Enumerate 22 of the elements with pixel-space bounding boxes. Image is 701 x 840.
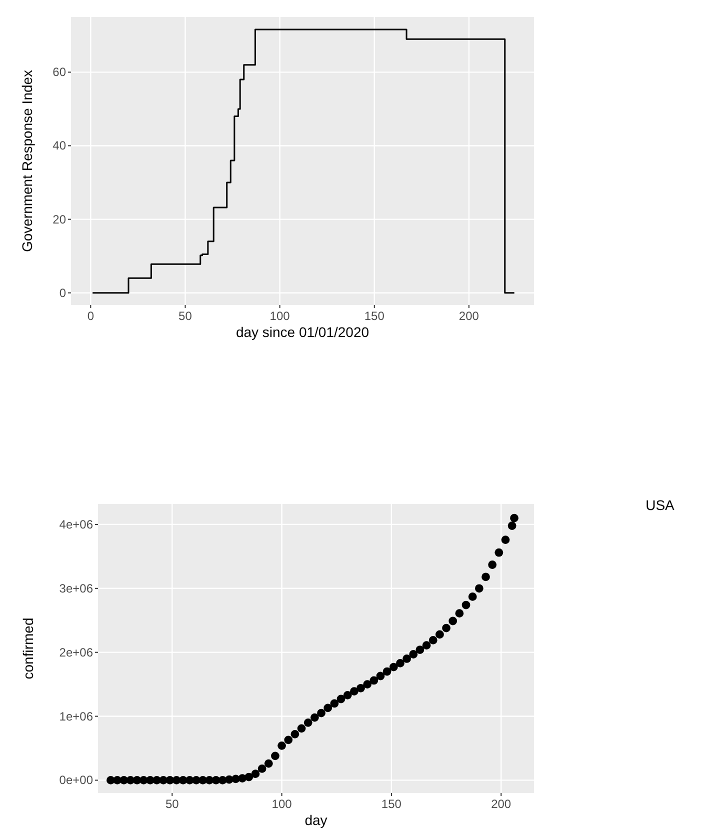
y-axis-title: confirmed	[20, 618, 36, 680]
y-tick-label: 0e+00	[59, 773, 94, 788]
y-tick-label: 40	[52, 138, 66, 153]
x-axis-title: day since 01/01/2020	[236, 324, 370, 340]
y-tick-label: 0	[59, 286, 66, 300]
x-axis-title: day	[304, 812, 328, 828]
x-tick-label: 150	[381, 797, 402, 811]
x-tick-label: 100	[270, 309, 290, 323]
y-tick-label: 1e+06	[59, 709, 94, 724]
x-tick-label: 50	[178, 309, 192, 323]
y-axis-title: Government Response Index	[19, 70, 35, 252]
x-tick-label: 200	[458, 309, 480, 323]
y-tick-label: 2e+06	[59, 645, 94, 660]
y-tick-label: 4e+06	[59, 517, 94, 532]
x-tick-label: 150	[364, 309, 385, 323]
y-tick-label: 3e+06	[59, 581, 94, 596]
y-tick-label: 60	[52, 65, 66, 80]
x-tick-label: 50	[165, 797, 180, 811]
x-tick-label: 100	[272, 797, 292, 811]
y-tick-label: 20	[52, 212, 66, 226]
text: USA	[646, 497, 676, 513]
x-tick-label: 200	[491, 797, 512, 811]
